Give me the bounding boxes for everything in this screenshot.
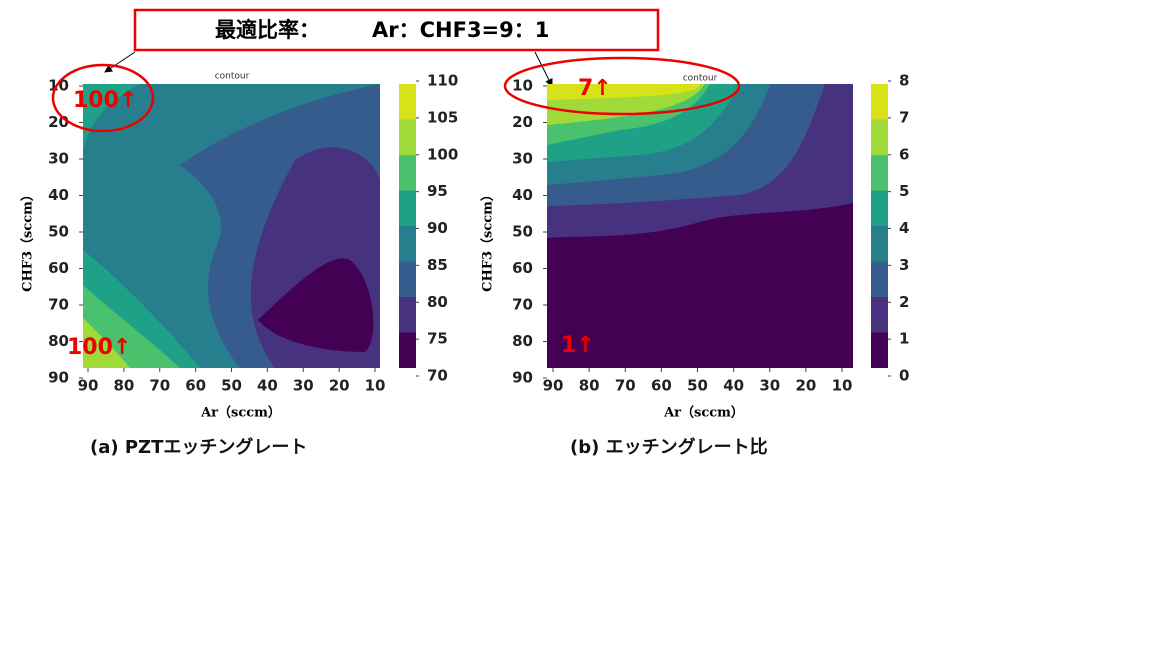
colorbar-tick-label: 2 bbox=[899, 293, 909, 311]
colorbar-band bbox=[871, 190, 888, 226]
colorbar-tick-label: 90 bbox=[427, 219, 448, 237]
x-tick-label: 60 bbox=[651, 377, 672, 395]
x-tick-label: 80 bbox=[579, 377, 600, 395]
colorbar-tick-label: 95 bbox=[427, 182, 448, 200]
contour-region bbox=[83, 84, 140, 150]
caption: (a) PZTエッチングレート bbox=[90, 436, 307, 458]
annotation: 7↑ bbox=[578, 76, 612, 101]
x-tick-label: 80 bbox=[113, 377, 134, 395]
colorbar-band bbox=[871, 332, 888, 368]
colorbar-band bbox=[871, 155, 888, 191]
y-tick-label: 80 bbox=[512, 332, 533, 350]
x-tick-label: 40 bbox=[257, 377, 278, 395]
colorbar-tick-label: 75 bbox=[427, 330, 448, 348]
y-axis-label: CHF3（sccm） bbox=[480, 188, 496, 292]
highlight-ellipse bbox=[51, 63, 155, 133]
annotation: 100↑ bbox=[73, 88, 137, 113]
x-axis-label: Ar（sccm） bbox=[663, 405, 744, 421]
colorbar-band bbox=[399, 226, 416, 262]
x-tick-label: 20 bbox=[329, 377, 350, 395]
arrow bbox=[104, 51, 136, 73]
colorbar-tick-label: 0 bbox=[899, 367, 909, 385]
y-tick-label: 90 bbox=[512, 369, 533, 387]
colorbar-band bbox=[399, 332, 416, 368]
callout-ratio: Ar：CHF3=9：1 bbox=[372, 18, 549, 42]
x-axis-label: Ar（sccm） bbox=[200, 405, 281, 421]
y-tick-label: 80 bbox=[48, 332, 69, 350]
x-tick-label: 50 bbox=[221, 377, 242, 395]
contour-region bbox=[83, 318, 130, 368]
colorbar-tick-label: 110 bbox=[427, 72, 458, 90]
colorbar-tick-label: 1 bbox=[899, 330, 909, 348]
colorbar-tick-label: 3 bbox=[899, 256, 909, 274]
y-tick-label: 90 bbox=[48, 369, 69, 387]
y-axis-label: CHF3（sccm） bbox=[20, 188, 36, 292]
annotation: 1↑ bbox=[561, 333, 595, 358]
x-tick-label: 40 bbox=[723, 377, 744, 395]
colorbar-band bbox=[399, 84, 416, 120]
colorbar-tick-label: 100 bbox=[427, 145, 458, 163]
colorbar-tick-label: 7 bbox=[899, 108, 909, 126]
caption: (b) エッチングレート比 bbox=[570, 436, 768, 458]
colorbar-band bbox=[399, 190, 416, 226]
colorbar-band bbox=[399, 297, 416, 333]
y-tick-label: 20 bbox=[48, 113, 69, 131]
y-tick-label: 20 bbox=[512, 113, 533, 131]
colorbar-band bbox=[871, 226, 888, 262]
colorbar-tick-label: 4 bbox=[899, 219, 909, 237]
arrow bbox=[534, 51, 553, 87]
y-tick-label: 50 bbox=[48, 223, 69, 241]
colorbar-tick-label: 8 bbox=[899, 72, 909, 90]
highlight-ellipse bbox=[503, 56, 741, 116]
contour-region bbox=[258, 258, 374, 352]
plot-title: contour bbox=[215, 72, 250, 82]
x-tick-label: 30 bbox=[293, 377, 314, 395]
y-tick-label: 30 bbox=[48, 150, 69, 168]
x-tick-label: 50 bbox=[687, 377, 708, 395]
colorbar-band bbox=[871, 84, 888, 120]
colorbar-band bbox=[871, 297, 888, 333]
y-tick-label: 50 bbox=[512, 223, 533, 241]
colorbar-tick-label: 70 bbox=[427, 367, 448, 385]
colorbar-band bbox=[871, 119, 888, 155]
callout-label: 最適比率： bbox=[215, 18, 320, 42]
y-tick-label: 70 bbox=[512, 296, 533, 314]
x-tick-label: 10 bbox=[832, 377, 853, 395]
x-tick-label: 10 bbox=[365, 377, 386, 395]
x-tick-label: 90 bbox=[543, 377, 564, 395]
y-tick-label: 10 bbox=[512, 77, 533, 95]
annotation: 100↑ bbox=[67, 335, 131, 360]
colorbar-tick-label: 105 bbox=[427, 108, 458, 126]
contour-region bbox=[547, 84, 700, 100]
y-tick-label: 60 bbox=[48, 259, 69, 277]
y-tick-label: 40 bbox=[48, 186, 69, 204]
colorbar-tick-label: 80 bbox=[427, 293, 448, 311]
colorbar-tick-label: 5 bbox=[899, 182, 909, 200]
x-tick-label: 30 bbox=[759, 377, 780, 395]
x-tick-label: 90 bbox=[78, 377, 99, 395]
colorbar-tick-label: 6 bbox=[899, 145, 909, 163]
colorbar-band bbox=[399, 155, 416, 191]
colorbar-tick-label: 85 bbox=[427, 256, 448, 274]
plot-title: contour bbox=[683, 74, 718, 84]
x-tick-label: 60 bbox=[185, 377, 206, 395]
colorbar-band bbox=[871, 261, 888, 297]
y-tick-label: 70 bbox=[48, 296, 69, 314]
y-tick-label: 40 bbox=[512, 186, 533, 204]
y-tick-label: 10 bbox=[48, 77, 69, 95]
colorbar-band bbox=[399, 261, 416, 297]
colorbar-band bbox=[399, 119, 416, 155]
x-tick-label: 70 bbox=[615, 377, 636, 395]
x-tick-label: 20 bbox=[795, 377, 816, 395]
x-tick-label: 70 bbox=[149, 377, 170, 395]
y-tick-label: 30 bbox=[512, 150, 533, 168]
callout-box bbox=[133, 8, 660, 52]
y-tick-label: 60 bbox=[512, 259, 533, 277]
